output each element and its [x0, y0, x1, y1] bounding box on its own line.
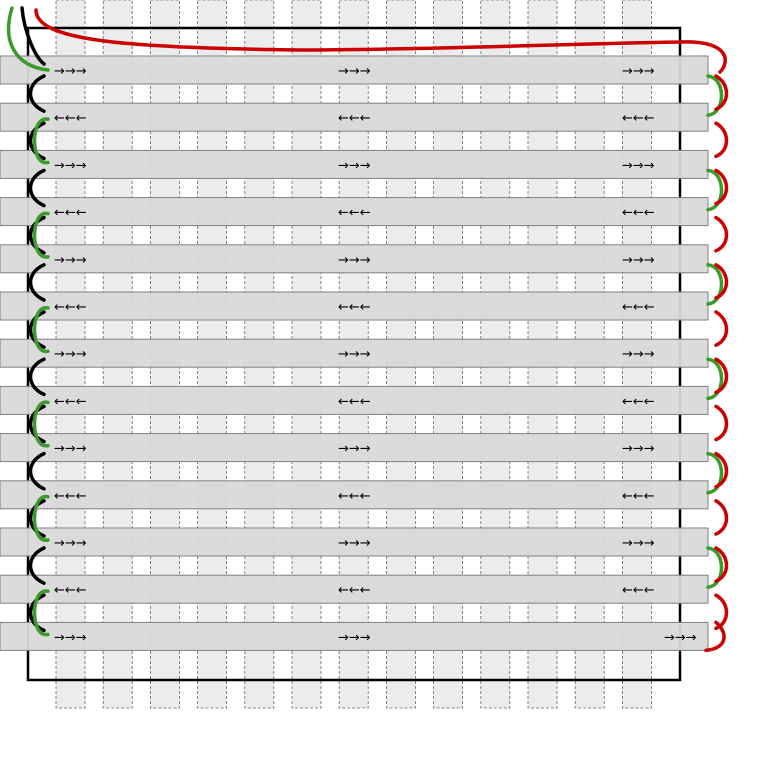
left-turn-loop: [32, 211, 50, 259]
pass-row: →→→ →→→ →→→: [0, 527, 709, 557]
direction-arrows: →→→: [622, 347, 655, 362]
direction-arrows: ←←←: [54, 111, 87, 126]
return-wire-right: [704, 74, 729, 653]
pass-row: →→→ →→→ →→→: [0, 149, 709, 179]
right-turn-loop: [706, 546, 724, 589]
wiring: [6, 6, 729, 653]
direction-arrows: →→→: [54, 64, 87, 79]
direction-arrows: →→→: [54, 442, 87, 457]
horizontal-strip: [0, 385, 709, 415]
horizontal-strip: [0, 621, 709, 651]
horizontal-strip: [0, 433, 709, 463]
direction-arrows: →→→: [338, 347, 371, 362]
right-turn-loop: [706, 451, 724, 495]
direction-arrows: ←←←: [54, 206, 87, 221]
right-turn-loop: [706, 263, 724, 306]
direction-arrows: →→→: [622, 158, 655, 173]
horizontal-strips: →→→ →→→ →→→←←← ←←← ←←←→→→ →→→ →→→←←← ←←← ←←←→→→ →…: [0, 55, 709, 651]
right-turn-loop: [706, 168, 724, 212]
direction-arrows: →→→: [54, 347, 87, 362]
green-lead-wire: [6, 6, 50, 72]
horizontal-strip: [0, 480, 709, 510]
left-turn-loop: [32, 306, 50, 353]
direction-arrows: →→→: [338, 253, 371, 268]
direction-arrows: →→→: [622, 253, 655, 268]
pass-row: ←←← ←←← ←←←: [0, 480, 709, 510]
direction-arrows: →→→: [622, 536, 655, 551]
direction-arrows: ←←←: [338, 300, 371, 315]
direction-arrows: ←←←: [622, 206, 655, 221]
left-turn-loop: [32, 117, 50, 165]
direction-arrows: ←←←: [54, 583, 87, 598]
horizontal-strip: [0, 291, 709, 321]
direction-arrows: →→→: [338, 64, 371, 79]
pass-row: →→→ →→→ →→→: [0, 244, 709, 274]
pass-row: ←←← ←←← ←←←: [0, 102, 709, 132]
direction-arrows: ←←←: [622, 111, 655, 126]
pass-row: ←←← ←←← ←←←: [0, 385, 709, 415]
horizontal-strip: [0, 338, 709, 368]
left-series-wire: [20, 6, 46, 633]
direction-arrows: →→→: [54, 158, 87, 173]
pass-row: ←←← ←←← ←←←: [0, 197, 709, 227]
direction-arrows: →→→: [54, 630, 87, 645]
horizontal-strip: [0, 574, 709, 604]
left-turn-loop: [32, 400, 50, 448]
direction-arrows: ←←←: [338, 206, 371, 221]
direction-arrows: →→→: [338, 536, 371, 551]
horizontal-strip: [0, 244, 709, 274]
right-turn-loop: [706, 74, 724, 117]
horizontal-strip: [0, 149, 709, 179]
return-wire-top: [34, 8, 727, 74]
direction-arrows: ←←←: [622, 489, 655, 504]
direction-arrows: →→→: [622, 64, 655, 79]
direction-arrows: →→→: [664, 630, 697, 645]
pass-row: ←←← ←←← ←←←: [0, 574, 709, 604]
direction-arrows: →→→: [54, 536, 87, 551]
left-turn-loop: [32, 495, 50, 542]
horizontal-strip: [0, 527, 709, 557]
direction-arrows: →→→: [338, 630, 371, 645]
direction-arrows: ←←←: [54, 300, 87, 315]
direction-arrows: ←←←: [54, 394, 87, 409]
horizontal-strip: [0, 55, 709, 85]
pass-row: ←←← ←←← ←←←: [0, 291, 709, 321]
direction-arrows: ←←←: [622, 583, 655, 598]
pass-row: →→→ →→→ →→→: [0, 621, 709, 651]
direction-arrows: →→→: [338, 442, 371, 457]
right-turn-loop: [706, 357, 724, 401]
direction-arrows: ←←←: [338, 489, 371, 504]
direction-arrows: ←←←: [338, 583, 371, 598]
direction-arrows: ←←←: [338, 394, 371, 409]
direction-arrows: ←←←: [54, 489, 87, 504]
direction-arrows: ←←←: [338, 111, 371, 126]
horizontal-strip: [0, 197, 709, 227]
pass-row: →→→ →→→ →→→: [0, 55, 709, 85]
left-turn-loop: [32, 589, 50, 637]
direction-arrows: →→→: [338, 158, 371, 173]
horizontal-strip: [0, 102, 709, 132]
direction-arrows: →→→: [622, 442, 655, 457]
direction-arrows: ←←←: [622, 394, 655, 409]
direction-arrows: ←←←: [622, 300, 655, 315]
pass-row: →→→ →→→ →→→: [0, 338, 709, 368]
direction-arrows: →→→: [54, 253, 87, 268]
pass-row: →→→ →→→ →→→: [0, 433, 709, 463]
